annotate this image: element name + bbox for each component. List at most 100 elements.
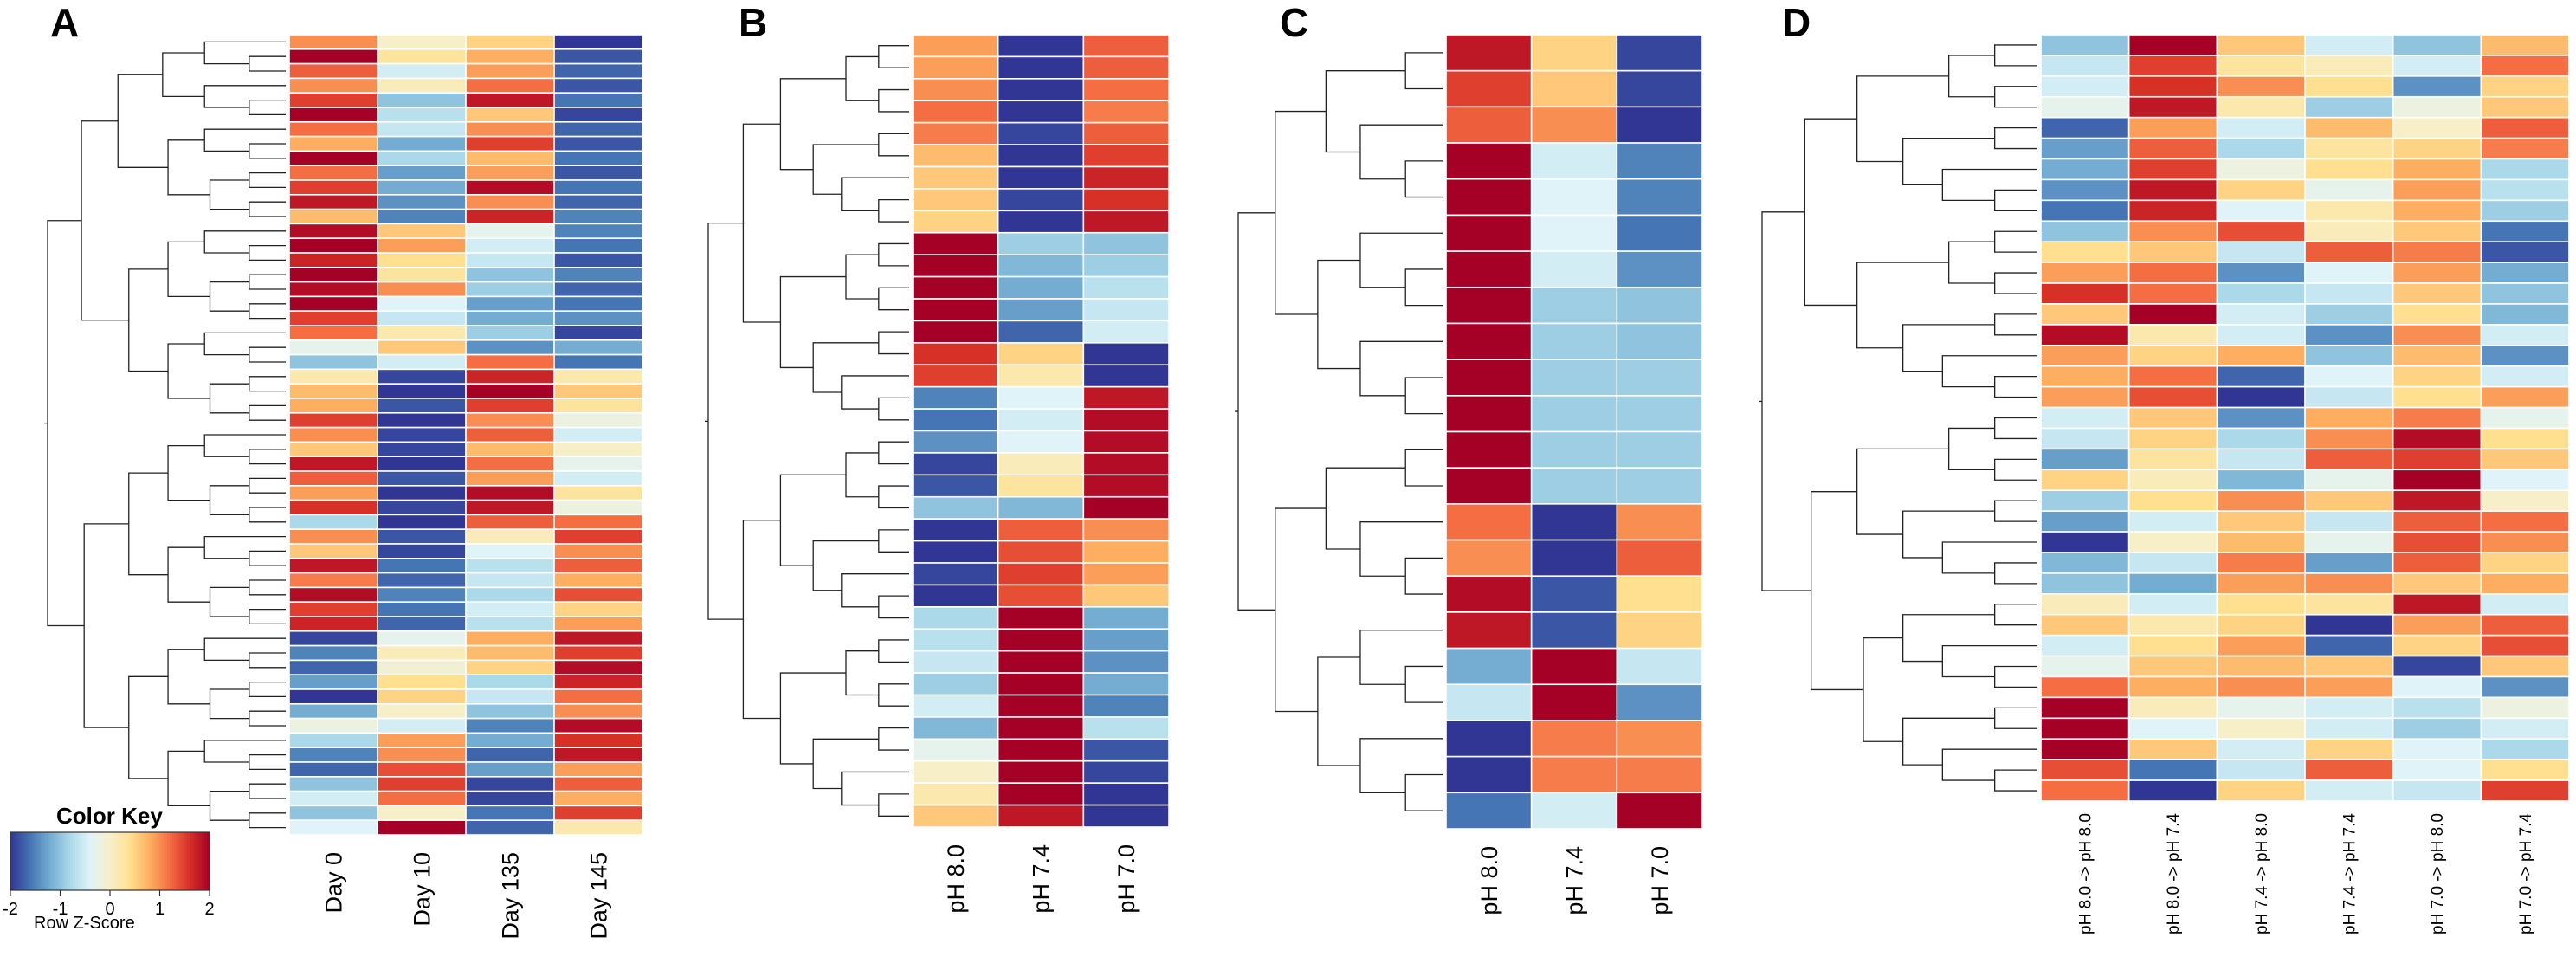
heatmap-cell (377, 368, 467, 385)
heatmap-cell (2127, 572, 2218, 595)
heatmap-cell (2040, 158, 2130, 181)
heatmap-cell (2216, 385, 2306, 409)
heatmap-cell (1616, 250, 1703, 288)
heatmap-cell (377, 223, 467, 239)
heatmap-cell (465, 135, 555, 152)
heatmap-cell (2392, 634, 2482, 657)
heatmap-cell (1530, 647, 1618, 686)
heatmap-cell (2127, 220, 2218, 242)
heatmap-cell (2040, 34, 2130, 56)
heatmap-cell (377, 194, 467, 210)
color-key-swatch (179, 832, 183, 890)
heatmap-cell (2216, 406, 2306, 430)
heatmap-cell (1445, 611, 1533, 650)
heatmap-cell (2040, 696, 2130, 720)
heatmap-cell (2127, 241, 2218, 263)
heatmap-cell (1616, 359, 1703, 397)
heatmap-cell (2304, 241, 2394, 263)
heatmap-cell (2216, 531, 2306, 553)
heatmap-cell (2127, 717, 2218, 740)
heatmap-cell (2216, 178, 2306, 202)
heatmap-cell (2480, 344, 2570, 367)
heatmap-cell (2480, 95, 2570, 119)
heatmap-cell (912, 210, 999, 234)
heatmap-cell (2480, 634, 2570, 657)
heatmap-cell (2304, 489, 2394, 512)
color-key-swatch (197, 832, 201, 890)
heatmap-cell (2480, 469, 2570, 492)
heatmap-cell (288, 353, 378, 371)
column-label: Day 135 (497, 852, 523, 940)
color-key-swatch (105, 832, 108, 890)
heatmap-cell (912, 165, 999, 190)
heatmap-cell (2040, 427, 2130, 450)
heatmap-cell (912, 385, 999, 410)
heatmap-cell (2304, 634, 2394, 657)
row-dendrogram (1235, 52, 1443, 811)
heatmap-cell (553, 107, 643, 123)
heatmap-cell (912, 364, 999, 388)
heatmap-cell (2127, 489, 2218, 512)
heatmap-cell (1082, 606, 1170, 630)
heatmap-cell (2304, 613, 2394, 637)
heatmap-cell (377, 688, 467, 705)
heatmap-cell (465, 281, 555, 298)
heatmap-cell (2304, 95, 2394, 119)
heatmap-cell (2304, 675, 2394, 699)
heatmap-cell (465, 34, 555, 50)
column-label: pH 8.0 -> pH 8.0 (2076, 813, 2095, 934)
heatmap-cell (1082, 121, 1170, 145)
color-key-swatch (190, 832, 193, 890)
heatmap-cell (997, 759, 1085, 784)
heatmap-cell (465, 339, 555, 356)
color-key-swatch (119, 832, 123, 890)
heatmap-cell (1082, 231, 1170, 255)
heatmap-cell (1082, 452, 1170, 476)
heatmap-cell (553, 339, 643, 356)
heatmap-cell (553, 644, 643, 662)
heatmap-cell (2216, 34, 2306, 56)
heatmap-cell (2480, 531, 2570, 553)
color-key-swatch (177, 832, 181, 890)
heatmap-cell (2127, 34, 2218, 56)
heatmap-cell (2127, 696, 2218, 720)
color-key: Color Key -2 -1 0 1 2 Row Z-Score (3, 803, 214, 933)
heatmap-cell (1616, 142, 1703, 180)
heatmap-cell (2304, 282, 2394, 305)
heatmap-cell (997, 804, 1085, 828)
heatmap-cell (553, 499, 643, 516)
heatmap-cell (377, 237, 467, 254)
heatmap-cell (288, 747, 378, 763)
heatmap-cell (465, 92, 555, 108)
heatmap-cell (2040, 469, 2130, 492)
color-key-swatch (85, 832, 88, 890)
column-label: pH 7.0 (1647, 846, 1673, 915)
heatmap-cell (2480, 738, 2570, 760)
heatmap-cell (2040, 552, 2130, 574)
heatmap-cell (1082, 628, 1170, 652)
heatmap-cell (912, 408, 999, 432)
heatmap-cell (465, 295, 555, 312)
heatmap-cell (2040, 779, 2130, 802)
color-key-swatch (35, 832, 39, 890)
heatmap-cell (2480, 593, 2570, 616)
heatmap-cell (1082, 188, 1170, 212)
heatmap-cell (1616, 539, 1703, 578)
heatmap-cell (377, 150, 467, 166)
heatmap-cell (465, 499, 555, 516)
heatmap-cell (1082, 759, 1170, 784)
heatmap-cell (997, 144, 1085, 168)
color-key-swatch (204, 832, 208, 890)
heatmap-panel-C: pH 8.0 pH 7.4 pH 7.0 (1235, 34, 1703, 915)
heatmap-cell (1082, 364, 1170, 388)
heatmap-cell (288, 775, 378, 792)
heatmap-cell (2304, 344, 2394, 367)
heatmap-cell (997, 518, 1085, 542)
heatmap-cell (465, 310, 555, 326)
heatmap-cell (553, 528, 643, 545)
heatmap-cell (1445, 683, 1533, 721)
heatmap-cell (288, 586, 378, 604)
heatmap-cell (2304, 220, 2394, 242)
heatmap-cell (1082, 298, 1170, 322)
heatmap-cell (377, 644, 467, 662)
